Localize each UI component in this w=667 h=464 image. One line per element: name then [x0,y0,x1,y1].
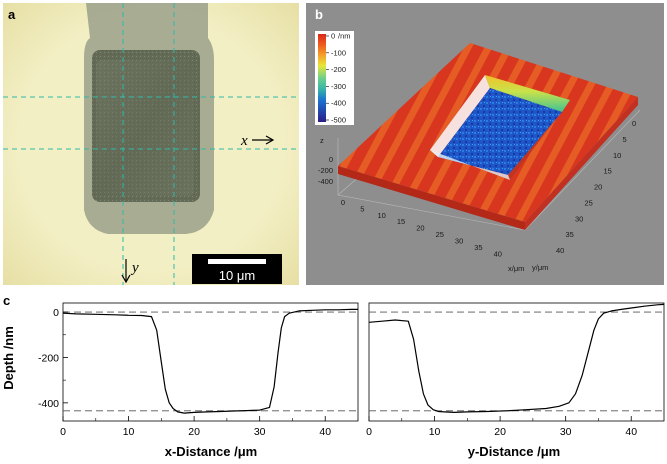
z-tick-label: 0 [329,155,333,164]
x-tick-label: 40 [625,426,637,438]
surface-front-left [338,166,525,230]
z-ticks: 0 -200 -400 [318,155,333,186]
depth-profile-line [62,308,358,414]
y3d-tick-label: 40 [556,246,564,255]
panel-b: b 0 -100 -200 -300 -400 -500/nm z 0 -200 -400 0… [306,3,664,285]
colorbar-unit: /nm [338,32,351,41]
x-direction-label: x [240,133,248,149]
z-axis-label: z [320,136,324,145]
plot-y-distance: 0 10 20 30 40 [366,302,665,438]
x3d-tick-label: 0 [341,198,345,207]
x-tick-label: 20 [494,426,506,438]
y3d-tick-label: 15 [604,167,612,176]
plot-frame [368,302,665,422]
x3d-tick-label: 35 [474,243,482,252]
x3d-tick-label: 10 [378,211,386,220]
colorbar-tick-label: -500 [331,116,346,125]
y3d-tick-label: 5 [623,135,627,144]
y3d-tick-label: 35 [566,230,574,239]
colorbar-tick-label: 0 [331,32,335,41]
y3d-tick-label: 0 [632,119,636,128]
y3d-tick-label: 10 [613,151,621,160]
x-tick-label: 0 [60,426,66,438]
panel-letter-c: c [3,293,10,308]
c1-x-axis-title: x-Distance /μm [165,444,258,459]
panel-letter-b: b [315,7,323,22]
pit-back-wall-left [430,75,490,157]
colorbar [318,34,326,122]
x3d-tick-label: 40 [494,249,502,258]
y-arrow-head [121,274,131,284]
scale-bar [208,259,266,264]
surface-front-right [525,97,638,230]
c2-x-axis-title: y-Distance /μm [468,444,561,459]
x3d-tick-label: 20 [416,224,424,233]
x3d-tick-label: 15 [397,217,405,226]
colorbar-tick-label: -400 [331,99,346,108]
y-tick-label: 0 [53,307,59,319]
pit-floor [438,88,562,175]
x-tick-label: 40 [319,426,331,438]
y3d-tick-label: 30 [575,214,583,223]
pit-back-wall [485,75,570,112]
colorbar-tick-label: -300 [331,82,346,91]
y3d-unit: y/μm [532,263,548,272]
z-tick-label: -400 [318,177,333,186]
x3d-tick-label: 30 [455,236,463,245]
x3d-tick-label: 5 [360,204,364,213]
panel-letter-a: a [8,7,16,22]
x3d-unit: x/μm [508,264,524,273]
x3d-tick-label: 25 [436,230,444,239]
y-direction-label: y [130,260,139,276]
depth-profile-line [368,303,665,413]
panel-c: c Depth /nm 0 10 20 30 40 0 -200 -400 0 10 20 30 40… [1,293,665,459]
x3d-ticks: 0 5 10 15 20 25 30 35 40 [341,198,502,258]
y3d-tick-label: 20 [594,183,602,192]
plot-frame [62,302,359,422]
x-tick-label: 30 [560,426,572,438]
pit-front-edge [430,150,510,180]
y-tick-label: -400 [38,398,59,410]
c1-y-axis-title: Depth /nm [1,326,16,390]
x-tick-label: 10 [429,426,441,438]
pit-inner-shade [96,60,194,196]
x-arrow-head [265,135,275,145]
panel-a: a x y 10 μm [3,3,299,285]
y-tick-label: -200 [38,352,59,364]
colorbar-tick-label: -100 [331,48,346,57]
x-tick-label: 10 [123,426,135,438]
x-tick-label: 20 [188,426,200,438]
colorbar-tick-label: -200 [331,65,346,74]
x-tick-label: 30 [254,426,266,438]
plot-x-distance: 0 10 20 30 40 0 -200 -400 [38,302,359,438]
x-tick-label: 0 [366,426,372,438]
scale-bar-label: 10 μm [219,268,255,283]
y3d-tick-label: 25 [585,198,593,207]
z-tick-label: -200 [318,166,333,175]
colorbar-ticks: 0 -100 -200 -300 -400 -500/nm [326,32,351,125]
